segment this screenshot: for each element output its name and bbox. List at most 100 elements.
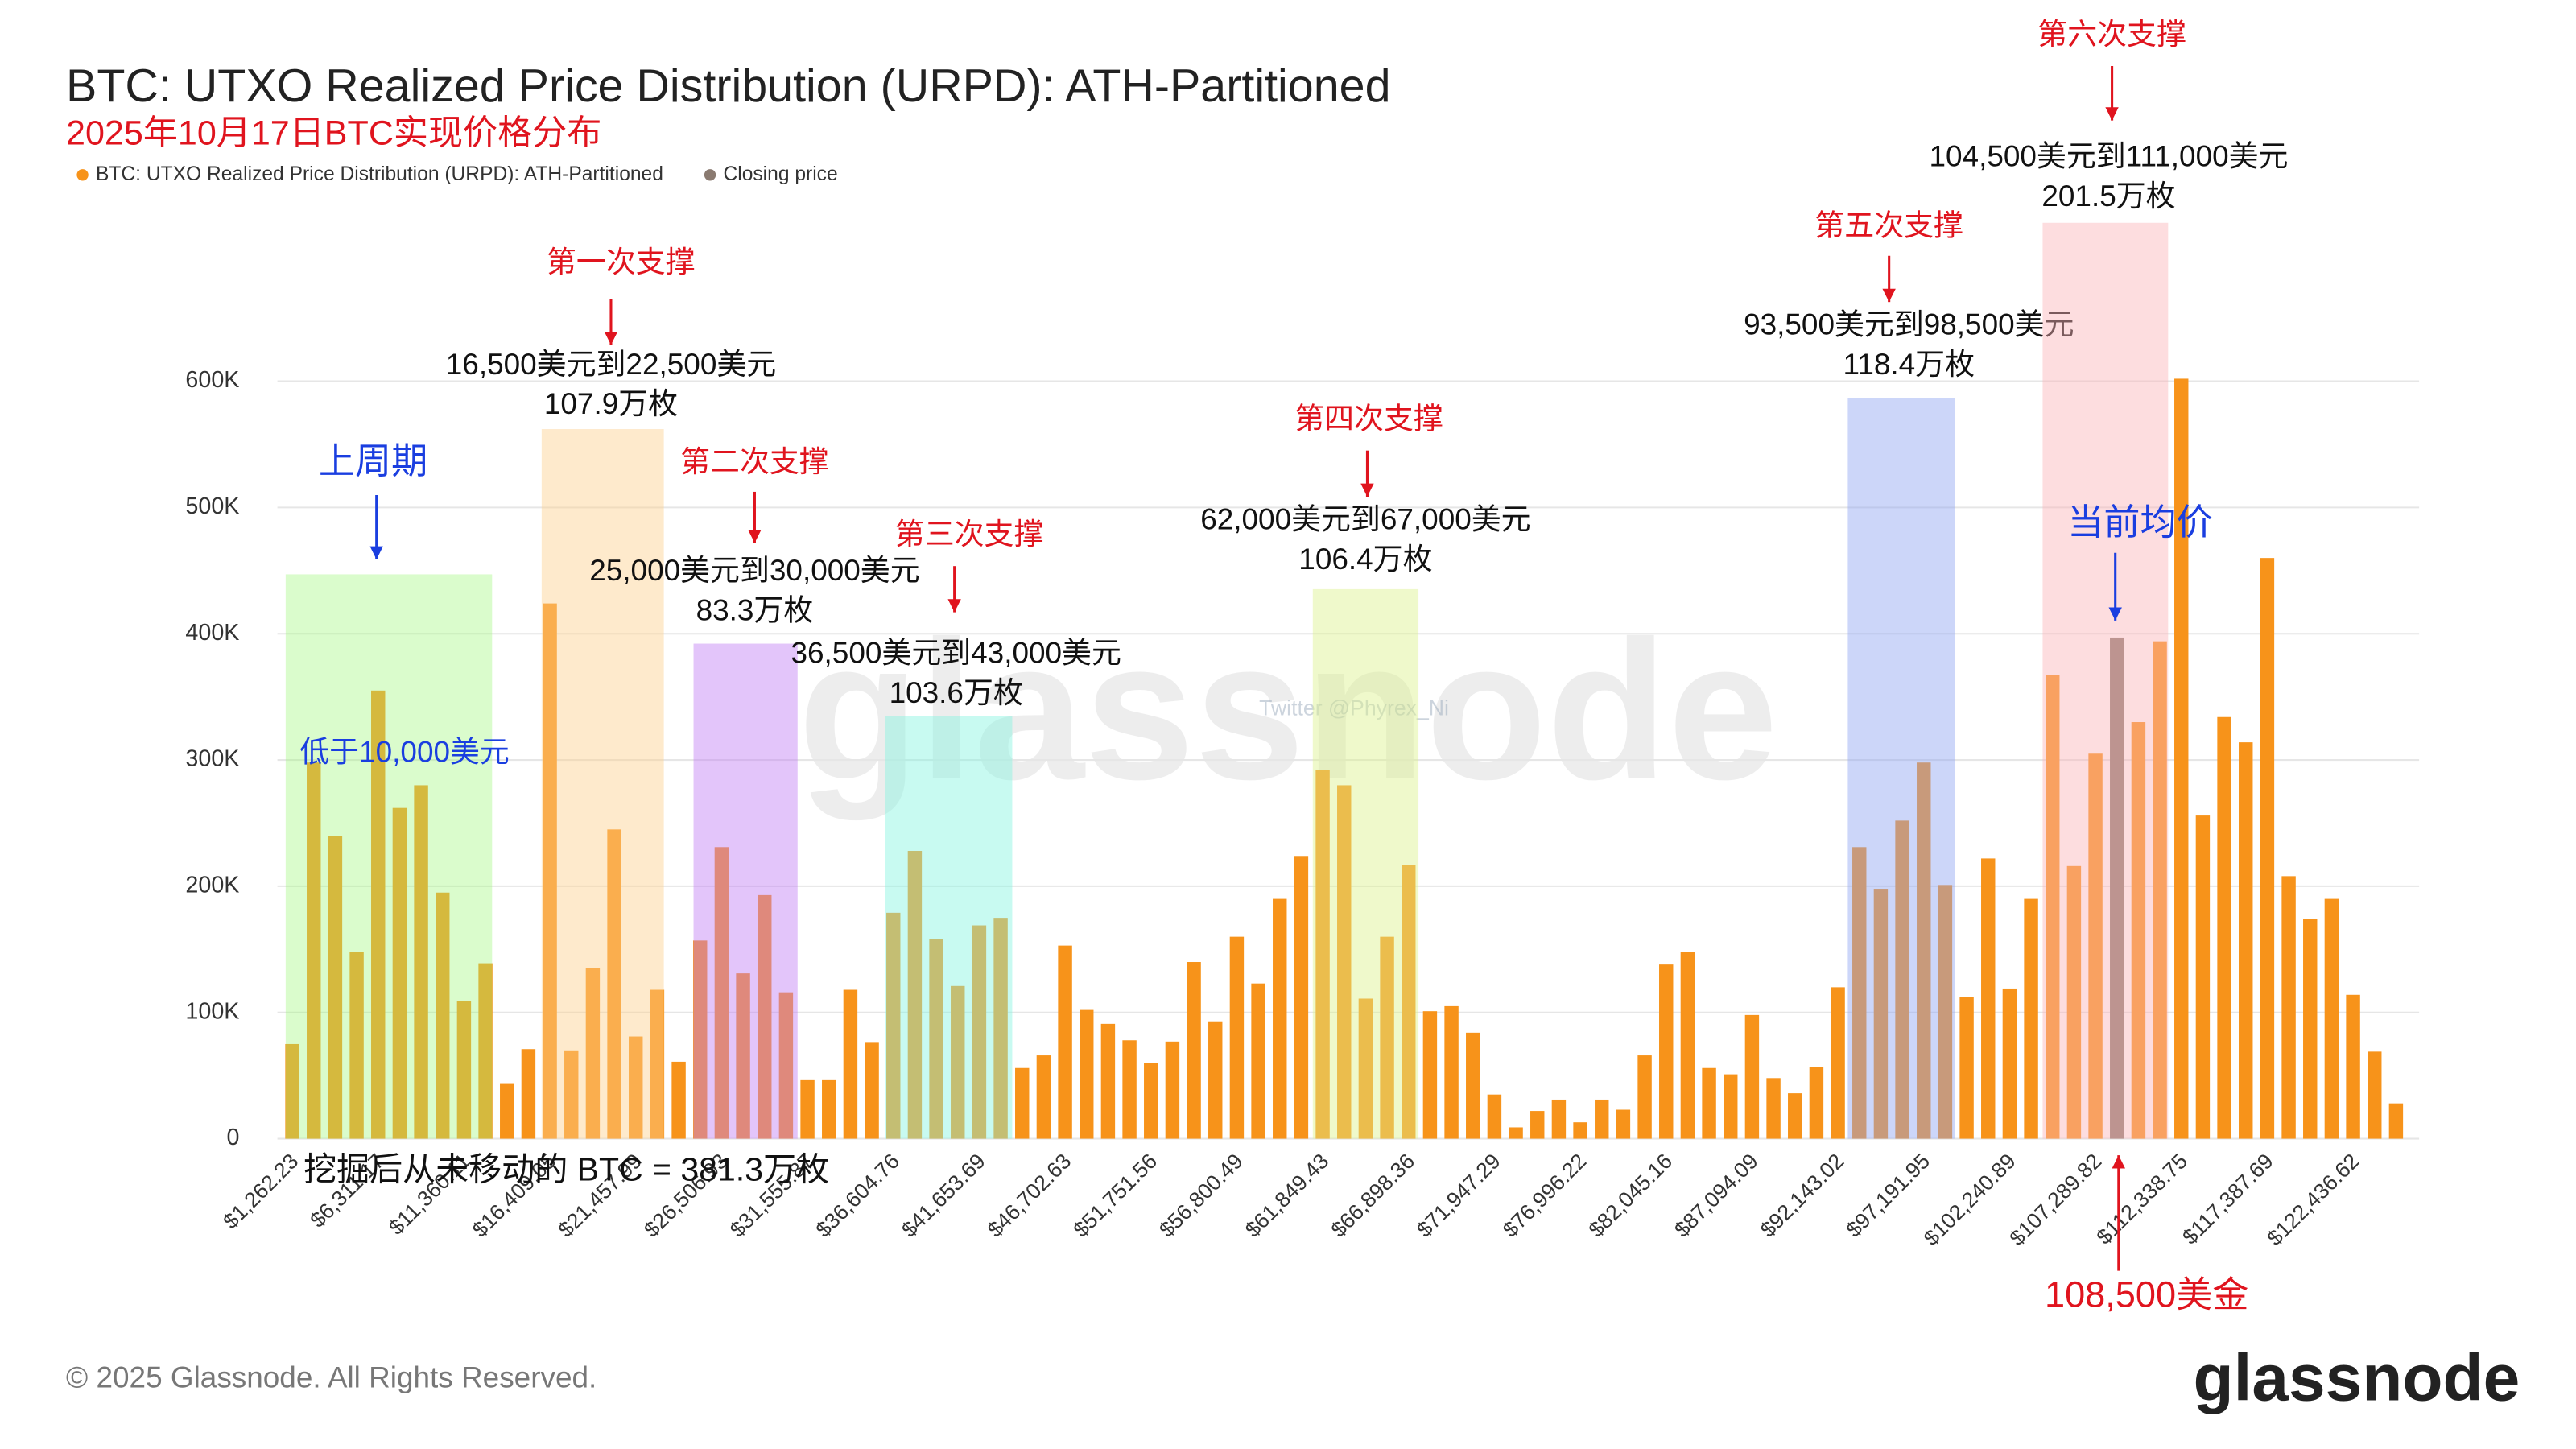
bar [1380, 936, 1394, 1139]
bar [456, 1001, 472, 1139]
support-label: 第三次支撑 [895, 518, 1044, 551]
bar [414, 785, 428, 1139]
bar [1466, 1032, 1480, 1139]
bar [1724, 1074, 1738, 1139]
bar [1637, 1055, 1652, 1139]
bar [1852, 847, 1867, 1139]
bar [1251, 983, 1265, 1139]
bar [1744, 1014, 1760, 1139]
support-label: 第四次支撑 [1294, 402, 1443, 436]
bar [822, 1079, 836, 1139]
arrow-head [947, 599, 961, 613]
bar [607, 829, 621, 1139]
support-range: 16,500美元到22,500美元 [446, 348, 776, 381]
bar [1917, 762, 1931, 1139]
highlight-box [1312, 588, 1419, 1139]
bar [478, 963, 493, 1139]
bar [714, 847, 729, 1139]
support-label: 第六次支撑 [2037, 18, 2186, 51]
bar [2131, 722, 2146, 1139]
bar [349, 952, 364, 1139]
bar [1959, 997, 1974, 1139]
bar [1981, 858, 1996, 1139]
bar [2174, 378, 2189, 1139]
bar [1165, 1041, 1180, 1139]
bar [2088, 753, 2103, 1139]
bar [1402, 865, 1416, 1139]
support-label: 第五次支撑 [1814, 209, 1963, 242]
current-average-label: 当前均价 [2067, 502, 2212, 543]
bar [543, 603, 557, 1139]
bar [1809, 1067, 1824, 1139]
legend-marker [704, 169, 716, 181]
y-tick-label: 500K [185, 493, 239, 519]
support-range: 36,500美元到43,000美元 [791, 637, 1121, 670]
bar [1036, 1055, 1051, 1139]
bar [436, 892, 450, 1139]
twitter-watermark: Twitter @Phyrex_Ni [1259, 696, 1449, 720]
y-tick-label: 100K [185, 998, 239, 1024]
bar [2260, 558, 2275, 1139]
bar [1337, 785, 1352, 1139]
support-range: 93,500美元到98,500美元 [1744, 308, 2074, 341]
bar [800, 1079, 815, 1139]
bar [1595, 1099, 1609, 1139]
bar [1422, 1011, 1438, 1139]
support-range: 104,500美元到111,000美元 [1929, 140, 2288, 173]
highlight-box [2042, 222, 2169, 1139]
support-label: 第二次支撑 [680, 445, 829, 478]
support-range: 25,000美元到30,000美元 [589, 554, 919, 587]
highlight-box [541, 429, 664, 1139]
bar [1208, 1021, 1223, 1139]
bar [2153, 641, 2167, 1139]
arrow-head [604, 332, 618, 345]
bar [736, 973, 750, 1139]
bar [285, 1043, 299, 1139]
bar [500, 1083, 514, 1139]
bar [1873, 889, 1889, 1139]
bar [907, 850, 923, 1139]
bar [1680, 952, 1695, 1139]
bar [1187, 962, 1201, 1139]
legend-label: BTC: UTXO Realized Price Distribution (U… [96, 163, 663, 185]
bar [2024, 898, 2038, 1139]
bar [1659, 964, 1674, 1139]
y-tick-label: 600K [185, 367, 239, 393]
support-label: 第一次支撑 [547, 246, 696, 279]
overlay-layer: BTC: UTXO Realized Price Distribution (U… [76, 18, 2288, 1315]
never-moved-label: 挖掘后从未移动的 BTC = 381.3万枚 [303, 1150, 829, 1187]
bar [1702, 1067, 1716, 1139]
y-tick-label: 200K [185, 872, 239, 898]
bar [1122, 1040, 1137, 1139]
y-tick-label: 400K [185, 620, 239, 646]
highlight-box [693, 643, 798, 1139]
bar [307, 762, 321, 1139]
y-tick-label: 300K [185, 746, 239, 772]
bar [972, 925, 987, 1139]
bar [629, 1036, 643, 1139]
support-amount: 201.5万枚 [2041, 180, 2175, 213]
bar [693, 940, 708, 1139]
highlight-box [1847, 398, 1955, 1139]
bar [1895, 820, 1909, 1139]
arrow-head [1360, 483, 1374, 497]
bar [1358, 998, 1373, 1139]
support-amount: 83.3万枚 [696, 593, 814, 626]
bar [2046, 675, 2060, 1139]
arrow-head [748, 530, 762, 543]
bar [1229, 936, 1245, 1139]
arrow-head [2108, 607, 2122, 621]
bar [843, 989, 858, 1139]
y-tick-label: 0 [226, 1125, 239, 1150]
annotation-note: 低于10,000美元 [299, 736, 510, 769]
bar [1788, 1093, 1802, 1139]
bar [2303, 919, 2318, 1139]
arrow-head [2112, 1155, 2125, 1169]
annotation-label: 上周期 [319, 440, 427, 481]
bar [650, 989, 665, 1139]
watermark: glassnode [798, 600, 1777, 821]
highlight-box [885, 716, 1013, 1139]
